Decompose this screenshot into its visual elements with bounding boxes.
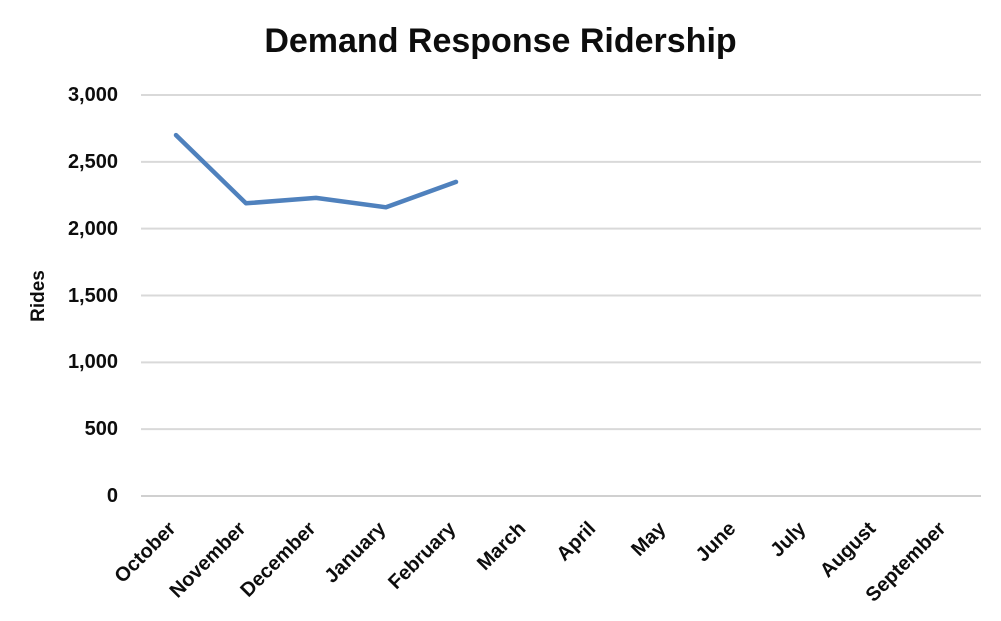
y-tick-label: 0 [106,485,118,507]
chart-title: Demand Response Ridership [264,22,737,60]
y-tick-label: 1,500 [67,284,118,307]
y-tick-label: 2,000 [67,217,118,240]
ridership-line-series [173,132,459,210]
y-tick-label: 3,000 [67,84,118,106]
y-tick-label: 1,000 [67,351,118,374]
y-tick-label: 2,500 [67,150,118,173]
y-tick-label: 500 [84,418,118,441]
